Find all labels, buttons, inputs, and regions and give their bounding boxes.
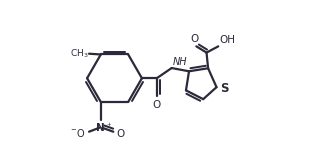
Text: S: S	[220, 82, 228, 95]
Text: CH$_3$: CH$_3$	[70, 47, 88, 60]
Text: $^+$: $^+$	[105, 122, 112, 131]
Text: OH: OH	[219, 35, 235, 45]
Text: O: O	[116, 129, 124, 139]
Text: $^{-}$O: $^{-}$O	[70, 127, 85, 139]
Text: O: O	[191, 34, 199, 44]
Text: N: N	[96, 123, 105, 133]
Text: O: O	[153, 100, 161, 110]
Text: NH: NH	[173, 57, 187, 67]
